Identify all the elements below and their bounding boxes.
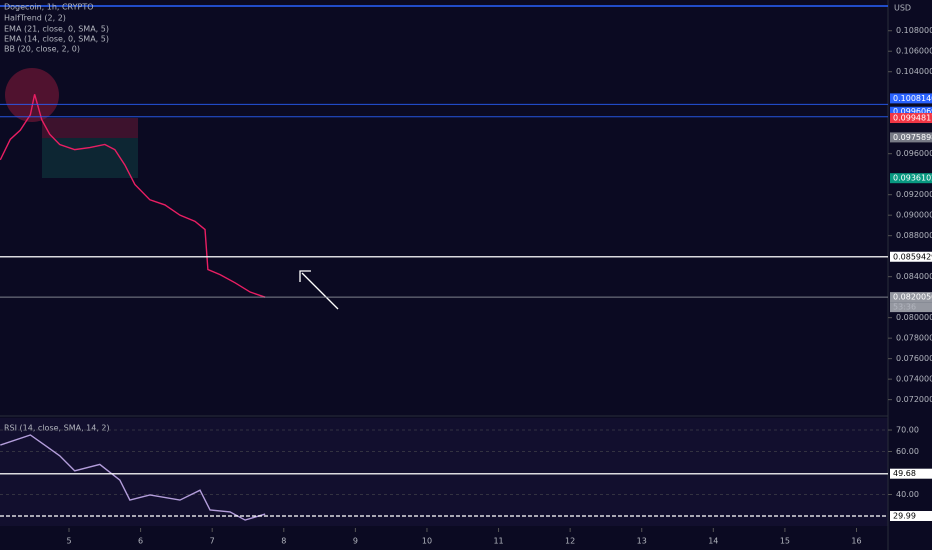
x-tick-label: 10	[422, 537, 432, 546]
price-label: 0.08200500	[893, 293, 932, 302]
y-tick-label: 0.08000000	[896, 313, 932, 322]
x-tick-label: 11	[493, 537, 503, 546]
price-line	[0, 434, 266, 521]
price-label-box	[890, 510, 932, 521]
x-tick-label: 5	[66, 537, 71, 546]
currency: USD	[894, 4, 911, 13]
indicator: BB (20, close, 2, 0)	[4, 45, 80, 54]
x-tick-label: 8	[281, 537, 286, 546]
y-tick-label: 0.10400000	[896, 67, 932, 76]
price-label-box	[890, 251, 932, 262]
y-tick-label: 0.09600000	[896, 149, 932, 158]
x-tick-label: 15	[780, 537, 790, 546]
x-tick-label: 14	[708, 537, 718, 546]
price-label-box	[890, 468, 932, 479]
y-tick-label: 0.10600000	[896, 47, 932, 56]
x-tick-label: 6	[138, 537, 143, 546]
y-tick-label: 0.10800000	[896, 26, 932, 35]
indicator: EMA (14, close, 0, SMA, 5)	[4, 35, 109, 44]
y-tick-label: 0.08800000	[896, 231, 932, 240]
price-label: 0.08594290	[893, 252, 932, 261]
price-label-box	[890, 113, 932, 124]
price-label: 49.68	[893, 469, 916, 478]
y-tick-label: 0.07600000	[896, 354, 932, 363]
y-tick-label: 0.07400000	[896, 375, 932, 384]
y-tick-label: 0.08400000	[896, 272, 932, 281]
chart-title: Dogecoin, 1h, CRYPTO	[4, 3, 94, 12]
price-label: 0.09960694	[893, 107, 932, 116]
price-label-box	[890, 292, 932, 303]
rsi-title: RSI (14, close, SMA, 14, 2)	[4, 424, 110, 433]
y-tick-label: 0.09000000	[896, 211, 932, 220]
countdown-box	[890, 302, 932, 313]
price-label-box	[890, 132, 932, 143]
price-label: 0.09758981	[893, 133, 932, 142]
price-label: 0.09361028	[893, 174, 932, 183]
price-label-box	[890, 93, 932, 104]
rsi-pane	[0, 418, 888, 526]
indicator: EMA (21, close, 0, SMA, 5)	[4, 25, 109, 34]
y-tick-label: 0.07800000	[896, 334, 932, 343]
highlight-circle	[5, 68, 59, 122]
x-tick-label: 16	[851, 537, 861, 546]
x-tick-label: 13	[637, 537, 647, 546]
zone	[42, 118, 138, 138]
x-tick-label: 9	[353, 537, 358, 546]
price-label: 29.99	[893, 511, 916, 520]
price-label: 0.10081406	[893, 94, 932, 103]
countdown: 53:36	[893, 303, 916, 312]
price-label: 0.09948177	[893, 114, 932, 123]
arrow-head	[299, 270, 311, 282]
x-tick-label: 12	[565, 537, 575, 546]
y-tick-label: 0.09200000	[896, 190, 932, 199]
zone	[42, 138, 138, 178]
y-tick-label: 70.00	[896, 426, 919, 435]
x-tick-label: 7	[210, 537, 215, 546]
price-line	[0, 94, 266, 298]
arrow	[301, 272, 339, 310]
y-tick-label: 40.00	[896, 490, 919, 499]
y-tick-label: 60.00	[896, 447, 919, 456]
price-label-box	[890, 106, 932, 117]
price-label-box	[890, 173, 932, 184]
indicator: HalfTrend (2, 2)	[4, 14, 66, 23]
y-tick-label: 0.07200000	[896, 395, 932, 404]
